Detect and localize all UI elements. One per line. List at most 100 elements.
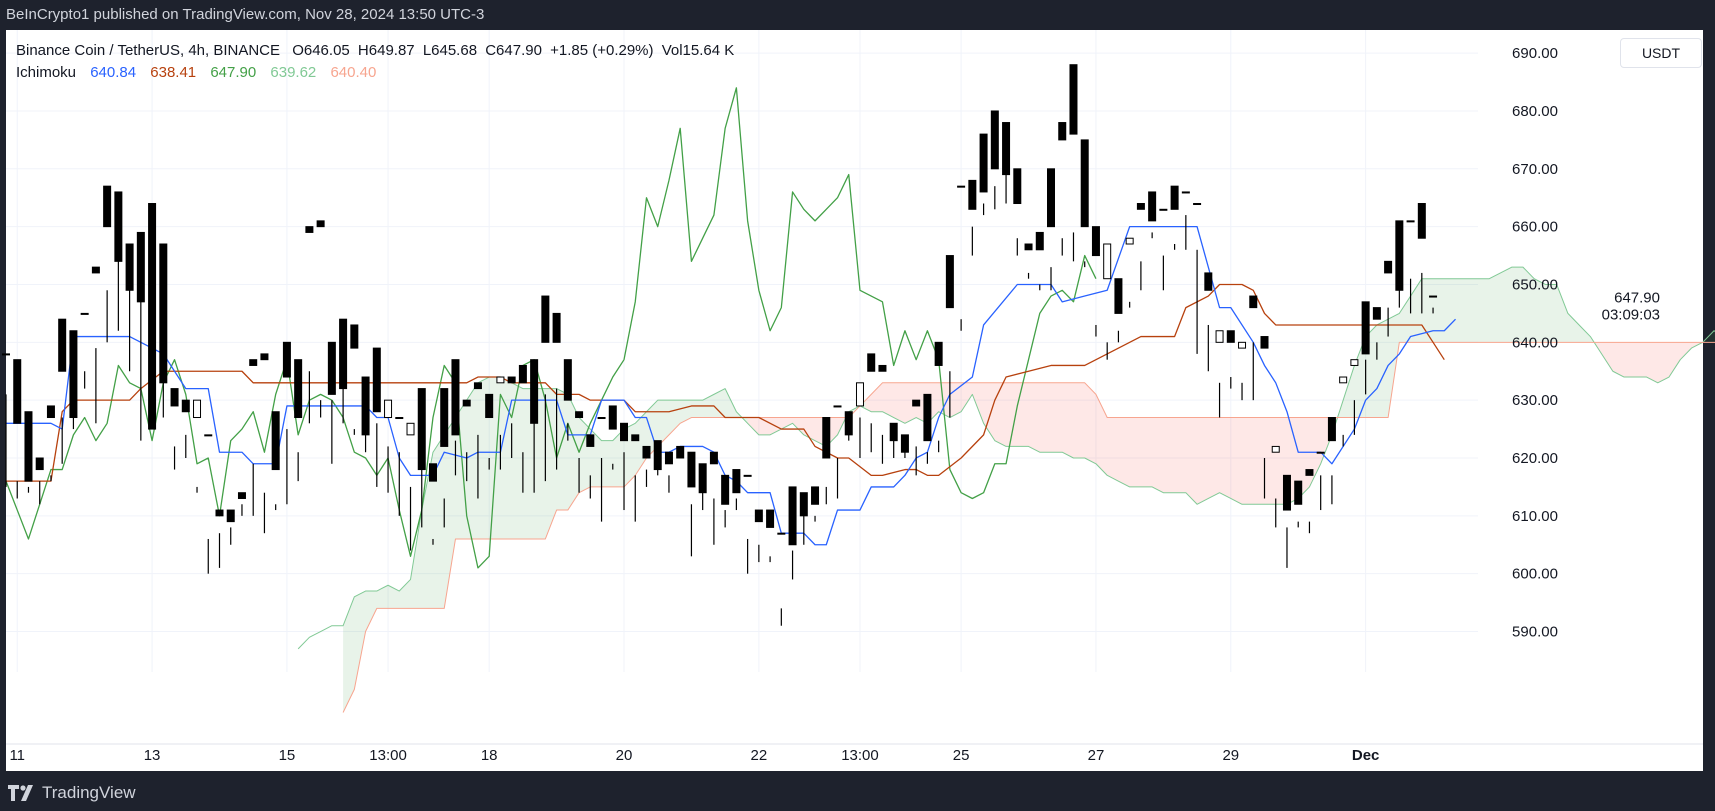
candle-body — [855, 382, 864, 407]
candle-body — [732, 469, 741, 494]
bearish-candle — [451, 359, 460, 476]
candle-body — [1215, 330, 1224, 343]
candle-body — [1339, 376, 1348, 384]
candle-body — [237, 492, 246, 499]
bearish-candle — [1091, 226, 1100, 337]
close-value: C647.90 — [485, 42, 542, 59]
bullish-candle — [1159, 208, 1168, 291]
candle-body — [339, 318, 348, 390]
candle-body — [159, 243, 168, 384]
bearish-candle — [653, 440, 662, 476]
bearish-candle — [979, 133, 988, 216]
candle-body — [193, 399, 202, 419]
publisher-bar: BeInCrypto1 published on TradingView.com… — [0, 0, 1715, 30]
time-tick-label: Dec — [1352, 747, 1380, 764]
candle-body — [91, 266, 100, 274]
bearish-candle — [215, 509, 224, 568]
candle-body — [496, 376, 505, 384]
candle-body — [1260, 336, 1269, 349]
candle-body — [867, 353, 876, 372]
bearish-candle — [1148, 191, 1157, 239]
candle-body — [1114, 278, 1123, 314]
candle-body — [440, 388, 449, 447]
bearish-candle — [316, 220, 325, 418]
bearish-candle — [1035, 231, 1044, 291]
candle-body — [1024, 243, 1033, 251]
candle-body — [35, 457, 44, 471]
candle-body — [395, 417, 404, 420]
bearish-candle — [271, 411, 280, 511]
bearish-candle — [327, 341, 336, 464]
tradingview-branding[interactable]: TradingView — [8, 783, 136, 803]
candle-body — [226, 509, 235, 523]
price-tick-label: 610.00 — [1512, 508, 1558, 525]
candle-body — [575, 411, 584, 419]
candle-body — [979, 133, 988, 193]
bearish-candle — [1260, 336, 1269, 499]
bearish-candle — [1136, 203, 1145, 291]
bearish-candle — [1305, 469, 1314, 534]
candle-body — [507, 376, 516, 384]
bearish-candle — [485, 393, 494, 470]
candle-body — [271, 411, 280, 471]
bearish-candle — [1024, 243, 1033, 279]
bullish-candle — [1181, 191, 1190, 250]
candle-body — [80, 312, 89, 315]
candle-body — [46, 405, 55, 419]
candle-body — [766, 509, 775, 528]
bearish-candle — [541, 295, 550, 482]
price-tick-label: 620.00 — [1512, 450, 1558, 467]
time-tick-label: 29 — [1222, 747, 1239, 764]
candle-body — [1170, 185, 1179, 210]
bearish-candle — [282, 341, 291, 505]
candle-body — [709, 451, 718, 465]
bullish-candle — [1350, 359, 1359, 435]
bearish-candle — [1226, 330, 1235, 389]
bearish-candle — [440, 388, 449, 528]
candle-body — [350, 324, 359, 349]
bearish-candle — [226, 509, 235, 545]
bullish-candle — [204, 434, 213, 574]
bearish-candle — [361, 376, 370, 453]
currency-button[interactable]: USDT — [1620, 38, 1702, 68]
grid-lines — [6, 30, 1703, 745]
low-value: L645.68 — [422, 42, 478, 59]
bearish-candle — [620, 422, 629, 511]
bearish-candle — [507, 376, 516, 458]
candle-body — [990, 110, 999, 170]
candle-body — [181, 399, 190, 413]
senkou-span-b-line — [342, 341, 1715, 713]
time-tick-label: 22 — [751, 747, 768, 764]
bearish-candle — [912, 399, 921, 476]
time-tick-label: 20 — [616, 747, 633, 764]
bearish-candle — [844, 411, 853, 441]
symbol-name[interactable]: Binance Coin / TetherUS, 4h, BINANCE — [16, 42, 281, 59]
price-tick-label: 630.00 — [1512, 392, 1558, 409]
bullish-candle — [406, 422, 415, 551]
bullish-candle — [1271, 445, 1280, 528]
bearish-candle — [788, 486, 797, 580]
candle-body — [552, 312, 561, 343]
bearish-candle — [721, 474, 730, 528]
candle-body — [1159, 208, 1168, 211]
bearish-candle — [249, 359, 258, 516]
candle-body — [844, 411, 853, 436]
bullish-candle — [1103, 243, 1112, 360]
time-tick-label: 11 — [9, 747, 25, 764]
candle-body — [1327, 417, 1336, 442]
bearish-candle — [900, 434, 909, 458]
indicator-name[interactable]: Ichimoku — [16, 64, 77, 81]
time-tick-label: 13 — [144, 747, 161, 764]
bullish-candle — [1316, 451, 1325, 511]
bearish-candle — [552, 312, 561, 470]
time-tick-label: 25 — [953, 747, 970, 764]
bullish-candle — [1193, 203, 1202, 354]
bearish-candle — [1249, 295, 1258, 401]
candle-body — [451, 359, 460, 436]
bearish-candle — [1327, 417, 1336, 505]
candle-body — [1103, 243, 1112, 280]
candle-body — [777, 532, 786, 535]
candle-body — [1294, 480, 1303, 505]
bearish-candle — [350, 324, 359, 435]
